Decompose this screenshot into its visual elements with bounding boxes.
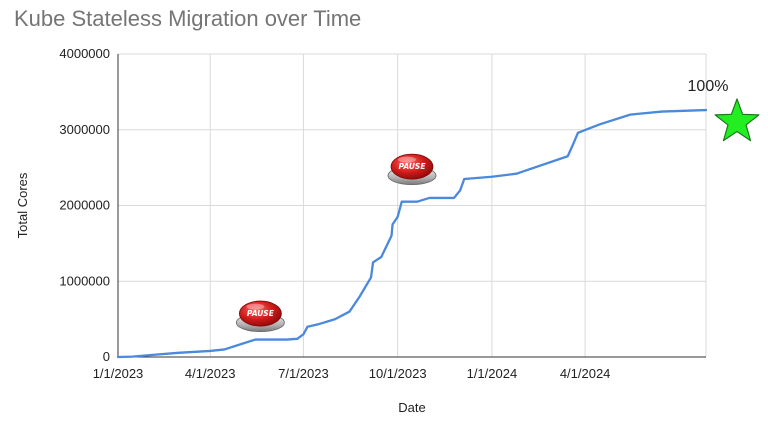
y-tick-label: 2000000 <box>59 198 110 213</box>
data-point <box>209 350 212 352</box>
data-point <box>306 325 309 328</box>
series-line-0 <box>116 108 708 359</box>
data-point <box>177 351 180 354</box>
annotations: 100% PAUSE PAUSE <box>235 78 760 332</box>
data-point <box>286 338 288 341</box>
data-point <box>391 223 394 226</box>
data-point <box>577 131 579 134</box>
pause-button-shine <box>246 303 265 310</box>
data-point <box>400 200 403 203</box>
data-point <box>428 197 431 199</box>
y-axis-title: Total Cores <box>15 172 30 238</box>
x-tick-label: 4/1/2023 <box>185 366 236 381</box>
data-point <box>296 337 299 340</box>
x-tick-label: 10/1/2023 <box>369 366 427 381</box>
data-point <box>629 113 632 116</box>
data-point <box>148 354 151 357</box>
pause-button-cap <box>390 153 434 180</box>
completion-label: 100% <box>688 78 729 95</box>
data-point <box>316 323 319 326</box>
data-point <box>271 338 274 341</box>
pause-button-icon: PAUSE <box>387 153 437 186</box>
pause-button-cap <box>238 300 282 327</box>
data-point <box>348 310 351 313</box>
chart-title: Kube Stateless Migration over Time <box>14 6 362 31</box>
grid <box>117 53 707 357</box>
data-point <box>223 348 226 351</box>
data-point <box>380 256 383 258</box>
data-point <box>390 234 393 237</box>
series-layer <box>116 108 708 359</box>
completion-star-icon <box>714 98 760 142</box>
data-point <box>491 175 493 178</box>
y-tick-label: 3000000 <box>59 122 110 137</box>
pause-button-shine <box>398 156 416 163</box>
data-point <box>334 318 337 321</box>
data-point <box>705 109 707 111</box>
data-point <box>396 215 399 218</box>
y-tick-label: 4000000 <box>59 46 110 61</box>
y-tick-label: 0 <box>103 349 110 364</box>
x-tick-label: 1/1/2024 <box>467 366 518 381</box>
data-point <box>566 155 569 158</box>
data-point <box>372 261 374 264</box>
x-tick-label: 1/1/2023 <box>93 366 144 381</box>
data-point <box>515 172 518 175</box>
data-point <box>254 338 257 341</box>
data-point <box>358 295 361 298</box>
x-tick-label: 4/1/2024 <box>560 366 611 381</box>
data-point <box>131 355 134 358</box>
data-point <box>117 356 119 358</box>
pause-button-label: PAUSE <box>399 162 427 171</box>
axes: 0 1000000 2000000 3000000 4000000 1/1/2023 4/1… <box>15 46 706 415</box>
data-point <box>463 178 466 180</box>
data-point <box>598 123 601 126</box>
data-point <box>459 189 462 192</box>
data-point <box>416 200 419 203</box>
x-axis-title: Date <box>398 400 425 415</box>
x-tick-label: 7/1/2023 <box>278 366 329 381</box>
data-point <box>571 144 574 146</box>
pause-button-icon: PAUSE <box>235 300 285 332</box>
data-point <box>302 333 305 336</box>
pause-button-label: PAUSE <box>247 309 275 318</box>
data-point <box>370 276 372 279</box>
data-point <box>240 343 242 346</box>
y-tick-label: 1000000 <box>59 273 110 288</box>
data-point <box>661 110 663 113</box>
data-point <box>453 197 455 199</box>
